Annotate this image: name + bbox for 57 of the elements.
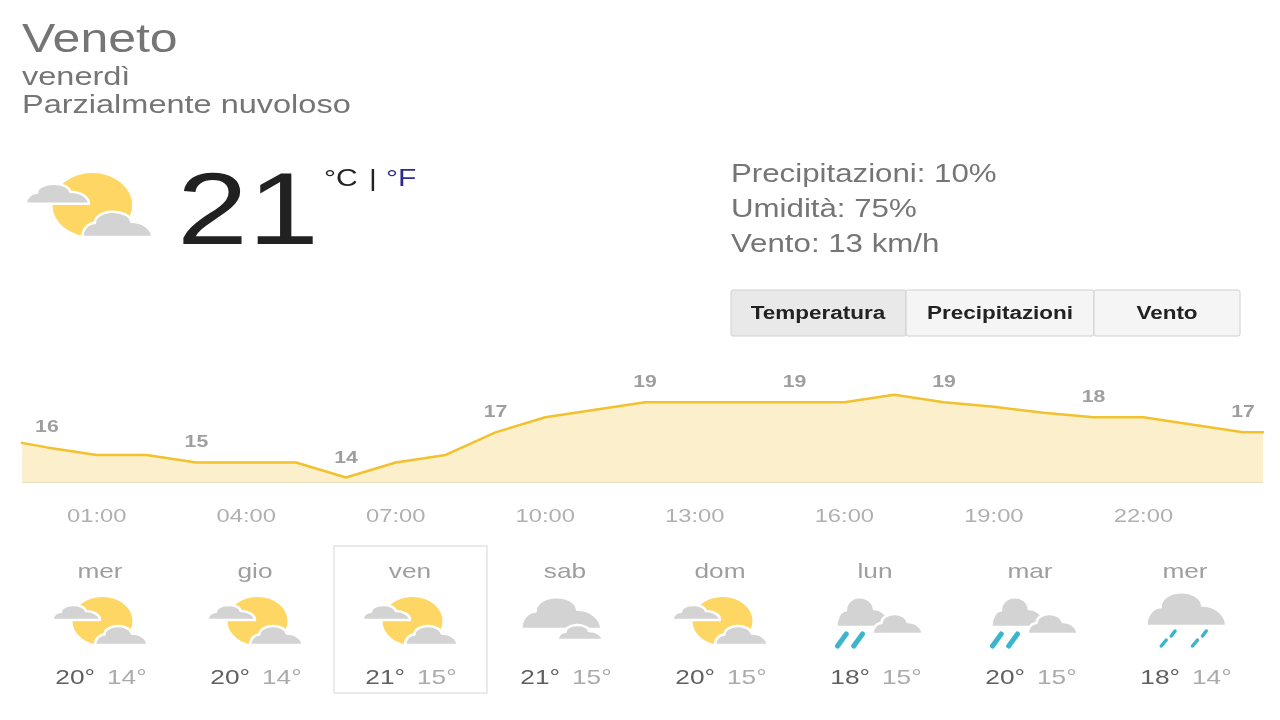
annotation: 15° — [882, 664, 922, 689]
text: Precipitazioni: 10% — [731, 159, 997, 188]
text: Veneto — [22, 15, 178, 61]
text: Umidità: 75% — [731, 194, 917, 223]
text: °C — [324, 163, 358, 192]
text: Parzialmente nuvoloso — [22, 89, 351, 119]
annotation: 14° — [262, 664, 302, 689]
category-label: ven — [388, 558, 432, 583]
annotation: 15° — [417, 664, 457, 689]
tab-button[interactable] — [905, 289, 1095, 337]
text: °F — [386, 163, 417, 192]
annotation: 15° — [1037, 664, 1077, 689]
text: Vento: 13 km/h — [731, 229, 940, 258]
x-tick-label: 07:00 — [366, 505, 426, 527]
data-label: 16 — [35, 417, 59, 436]
annotation: 21° — [520, 664, 560, 689]
x-tick-label: 19:00 — [964, 505, 1024, 527]
annotation: 20° — [675, 664, 715, 689]
data-label: 18 — [1081, 387, 1106, 406]
x-tick-label: 01:00 — [67, 505, 127, 527]
category-label: gio — [237, 558, 273, 583]
annotation: 18° — [830, 664, 870, 689]
data-label: 15 — [184, 432, 209, 451]
annotation: 21° — [365, 664, 405, 689]
text: | — [369, 163, 377, 192]
annotation: 20° — [210, 664, 250, 689]
text: Vento — [1136, 303, 1198, 323]
data-label: 19 — [633, 372, 657, 391]
annotation: 14° — [1192, 664, 1232, 689]
tab-button[interactable] — [1093, 289, 1241, 337]
category-label: mar — [1007, 558, 1053, 583]
category-label: dom — [694, 558, 746, 583]
x-tick-label: 10:00 — [515, 505, 576, 527]
annotation: 18° — [1140, 664, 1180, 689]
data-label: 17 — [1231, 402, 1255, 421]
data-label: 14 — [334, 447, 359, 467]
data-label: 17 — [483, 402, 508, 421]
x-tick-label: 04:00 — [216, 505, 277, 527]
tab-button[interactable] — [730, 289, 907, 337]
annotation: 15° — [727, 664, 767, 689]
x-tick-label: 13:00 — [665, 505, 725, 527]
text: 21 — [177, 151, 319, 266]
data-label: 19 — [932, 372, 956, 391]
x-tick-label: 22:00 — [1113, 505, 1174, 527]
category-label: sab — [543, 558, 587, 583]
data-label: 19 — [782, 372, 807, 391]
annotation: 20° — [985, 664, 1025, 689]
text: Precipitazioni — [926, 303, 1074, 323]
category-label: lun — [857, 558, 893, 583]
category-label: mer — [1162, 558, 1208, 583]
category-label: mer — [77, 558, 123, 583]
text: venerdì — [22, 61, 131, 91]
annotation: 15° — [572, 664, 612, 689]
text: Temperatura — [750, 303, 886, 323]
x-tick-label: 16:00 — [814, 505, 875, 527]
annotation: 20° — [55, 664, 95, 689]
annotation: 14° — [107, 664, 147, 689]
